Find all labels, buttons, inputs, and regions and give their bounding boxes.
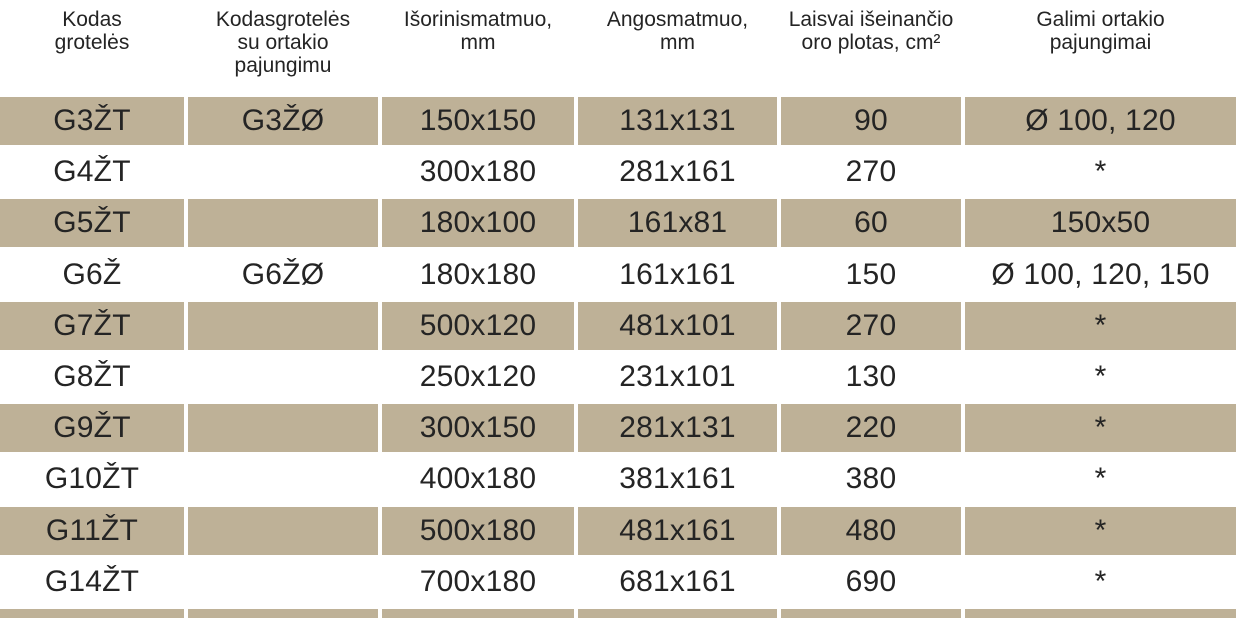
cell-duct-connections: * [965,404,1236,453]
cell-code: G4ŽT [53,155,131,189]
table-body: G3ŽT G3ŽØ 150x150 131x131 90 Ø 100, 120 … [0,97,1237,618]
cell-code-with-duct [188,608,378,618]
cell-opening-dimension: 381x161 [619,462,736,496]
cell-outer-dimension: 700x180 [419,564,537,598]
cell-code-with-duct: G6ŽØ [241,257,325,291]
cell-outer-dimension: 500x180 [382,506,574,555]
cell-free-air-area: 380 [845,462,897,496]
table-row: G7ŽT 500x120 481x101 270 * [0,301,1237,350]
cell-code-with-duct: G3ŽØ [188,97,378,145]
table-row: G6Ž G6ŽØ 180x180 161x161 150 Ø 100, 120,… [0,251,1237,299]
cell-free-air-area: 90 [781,97,961,145]
table-row: G4ŽT 300x180 281x161 270 * [0,148,1237,196]
cell-outer-dimension: 150x150 [382,97,574,145]
cell-opening-dimension: 161x161 [619,257,736,291]
cell-duct-connections: * [1094,564,1107,598]
cell-code-with-duct [188,353,378,401]
table-row: G9ŽT 300x150 281x131 220 * [0,404,1237,453]
cell-duct-connections: 150x50 [965,199,1236,248]
table-row: G3ŽT G3ŽØ 150x150 131x131 90 Ø 100, 120 [0,97,1237,145]
cell-duct-connections: * [965,301,1236,350]
cell-outer-dimension: 250x120 [419,359,537,393]
cell-opening-dimension: 281x161 [619,155,736,189]
cell-code-with-duct [188,404,378,453]
cell-opening-dimension: 481x101 [578,301,777,350]
cell-free-air-area: 480 [781,506,961,555]
column-header-connections: Galimi ortakio pajungimai [1036,8,1165,54]
cell-code-with-duct [188,148,378,196]
cell-duct-connections: * [1094,359,1107,393]
cell-code: G7ŽT [0,301,184,350]
cell-duct-connections: * [965,506,1236,555]
cell-code: G3ŽT [0,97,184,145]
cell-code-with-duct [188,506,378,555]
cell-outer-dimension: 180x180 [419,257,537,291]
cell-outer-dimension [382,608,574,618]
cell-code: G9ŽT [0,404,184,453]
cell-free-air-area: 270 [845,155,897,189]
cell-outer-dimension: 300x180 [419,155,537,189]
cell-free-air-area: 220 [781,404,961,453]
cell-outer-dimension: 300x150 [382,404,574,453]
table-row: G11ŽT 500x180 481x161 480 * [0,506,1237,555]
table-row: G5ŽT 180x100 161x81 60 150x50 [0,199,1237,248]
cell-free-air-area: 690 [845,564,897,598]
cell-opening-dimension [578,608,777,618]
column-header-outer: Išorinismatmuo, mm [403,8,553,54]
table-row: G10ŽT 400x180 381x161 380 * [0,455,1237,503]
cell-outer-dimension: 500x120 [382,301,574,350]
cell-opening-dimension: 231x101 [619,359,736,393]
cell-code-with-duct [188,301,378,350]
cell-opening-dimension: 161x81 [578,199,777,248]
cell-opening-dimension: 681x161 [619,564,736,598]
table-row [0,608,1237,618]
cell-code: G6Ž [62,257,122,291]
cell-opening-dimension: 281x131 [578,404,777,453]
column-header-area: Laisvai išeinančio oro plotas, cm² [788,8,954,54]
column-header-code_duct: Kodasgrotelės su ortakio pajungimu [215,8,351,77]
cell-free-air-area: 130 [845,359,897,393]
cell-code: G10ŽT [44,462,140,496]
column-header-opening: Angosmatmuo, mm [606,8,749,54]
cell-duct-connections [965,608,1236,618]
cell-code [0,608,184,618]
cell-code-with-duct [188,455,378,503]
cell-code-with-duct [188,199,378,248]
cell-outer-dimension: 400x180 [419,462,537,496]
cell-free-air-area: 270 [781,301,961,350]
cell-free-air-area [781,608,961,618]
cell-duct-connections: * [1094,462,1107,496]
cell-free-air-area: 150 [845,257,897,291]
cell-duct-connections: * [1094,155,1107,189]
cell-code: G14ŽT [44,564,140,598]
cell-duct-connections: Ø 100, 120, 150 [991,257,1210,291]
column-header-code: Kodas grotelės [54,8,130,54]
cell-code-with-duct [188,558,378,606]
table-row: G8ŽT 250x120 231x101 130 * [0,353,1237,401]
cell-outer-dimension: 180x100 [382,199,574,248]
table-header-row: Kodas grotelės Kodasgrotelės su ortakio p… [0,0,1237,97]
cell-opening-dimension: 481x161 [578,506,777,555]
table-row: G14ŽT 700x180 681x161 690 * [0,558,1237,606]
cell-opening-dimension: 131x131 [578,97,777,145]
cell-code: G5ŽT [0,199,184,248]
cell-duct-connections: Ø 100, 120 [965,97,1236,145]
cell-code: G11ŽT [0,506,184,555]
cell-code: G8ŽT [53,359,131,393]
cell-free-air-area: 60 [781,199,961,248]
